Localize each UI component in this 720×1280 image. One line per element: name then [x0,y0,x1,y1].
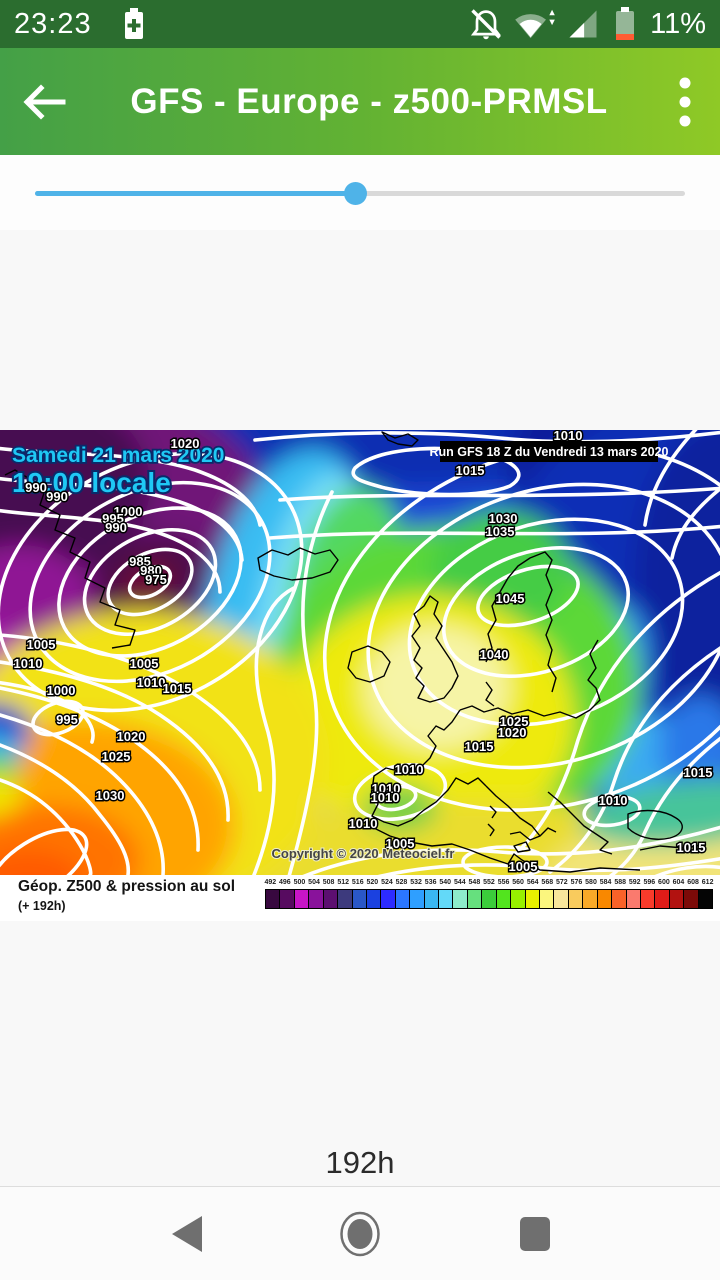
svg-text:1005: 1005 [386,836,415,851]
map-date-line1: Samedi 21 mars 2020 [12,444,224,467]
svg-text:1040: 1040 [480,647,509,662]
forecast-hour-label: 192h [325,1145,395,1180]
svg-text:990: 990 [46,489,68,504]
svg-text:1010: 1010 [599,793,628,808]
svg-text:1020: 1020 [171,436,200,451]
svg-text:1030: 1030 [96,788,125,803]
svg-text:1015: 1015 [163,681,192,696]
svg-text:1010: 1010 [14,656,43,671]
map-copyright: Copyright © 2020 Meteociel.fr [272,846,455,861]
weather-map[interactable]: Run GFS 18 Z du Vendredi 13 mars 2020 Sa… [0,430,720,921]
svg-text:975: 975 [145,572,167,587]
cell-signal-icon [569,10,597,38]
legend-subtitle: (+ 192h) [18,899,66,913]
nav-back-icon [172,1216,202,1252]
battery-saver-icon [124,8,143,39]
overflow-menu-button[interactable] [650,48,720,155]
slider-thumb[interactable] [343,182,367,205]
slider-track[interactable] [35,182,685,205]
svg-text:1035: 1035 [486,524,515,539]
forecast-slider-section [0,155,720,230]
kebab-menu-icon [679,77,691,126]
svg-text:1010: 1010 [349,816,378,831]
map-legend: Géop. Z500 & pression au sol (+ 192h) 49… [0,875,720,921]
coastlines [4,431,707,873]
svg-text:1020: 1020 [117,729,146,744]
svg-text:1010: 1010 [395,762,424,777]
pressure-labels: 1020101099099010009959909859809751015103… [12,430,714,875]
svg-text:990: 990 [25,480,47,495]
legend-title: Géop. Z500 & pression au sol [18,878,236,895]
legend-scale-values: 492 496 500 504 508 512 516 520 524 528 532 536 540 5… [264,879,714,886]
gfs-map-image: Run GFS 18 Z du Vendredi 13 mars 2020 Sa… [0,430,720,875]
svg-text:1010: 1010 [372,781,401,796]
status-bar: 23:23 [0,0,720,48]
svg-text:1015: 1015 [677,840,706,855]
notifications-off-icon [471,9,502,40]
nav-back-button[interactable] [147,1187,227,1280]
svg-text:1025: 1025 [102,749,131,764]
android-nav-bar [0,1186,720,1280]
svg-text:1015: 1015 [456,463,485,478]
back-button[interactable] [0,48,88,155]
nav-home-icon [340,1211,380,1257]
svg-text:1010: 1010 [371,790,400,805]
svg-text:1010: 1010 [137,675,166,690]
svg-text:1005: 1005 [130,656,159,671]
legend-color-scale [265,889,713,909]
svg-text:980: 980 [140,563,162,578]
battery-percent-label: 11% [650,7,706,40]
svg-text:995: 995 [56,712,78,727]
svg-text:1010: 1010 [554,430,583,443]
nav-recents-icon [520,1217,550,1251]
page-title: GFS - Europe - z500-PRMSL [130,81,608,121]
svg-text:1015: 1015 [684,765,713,780]
svg-text:1030: 1030 [489,511,518,526]
svg-text:1005: 1005 [27,637,56,652]
svg-text:1000: 1000 [47,683,76,698]
app-bar: GFS - Europe - z500-PRMSL [0,48,720,155]
svg-text:1000: 1000 [114,504,143,519]
battery-low-icon [616,7,635,40]
svg-text:1015: 1015 [465,739,494,754]
arrow-left-icon [23,83,66,120]
nav-recents-button[interactable] [495,1187,575,1280]
slider-fill [35,191,355,196]
svg-text:1020: 1020 [498,725,527,740]
svg-text:990: 990 [105,520,127,535]
svg-text:995: 995 [102,511,124,526]
svg-text:985: 985 [129,554,151,569]
svg-text:1045: 1045 [496,591,525,606]
run-info-label: Run GFS 18 Z du Vendredi 13 mars 2020 [430,445,669,459]
clock: 23:23 [14,7,92,40]
svg-text:1025: 1025 [500,714,529,729]
nav-home-button[interactable] [320,1187,400,1280]
svg-text:1005: 1005 [509,859,538,874]
wifi-icon [515,9,555,39]
map-date-line2: 19:00 locale [12,467,171,498]
run-info-box: Run GFS 18 Z du Vendredi 13 mars 2020 [430,441,669,462]
